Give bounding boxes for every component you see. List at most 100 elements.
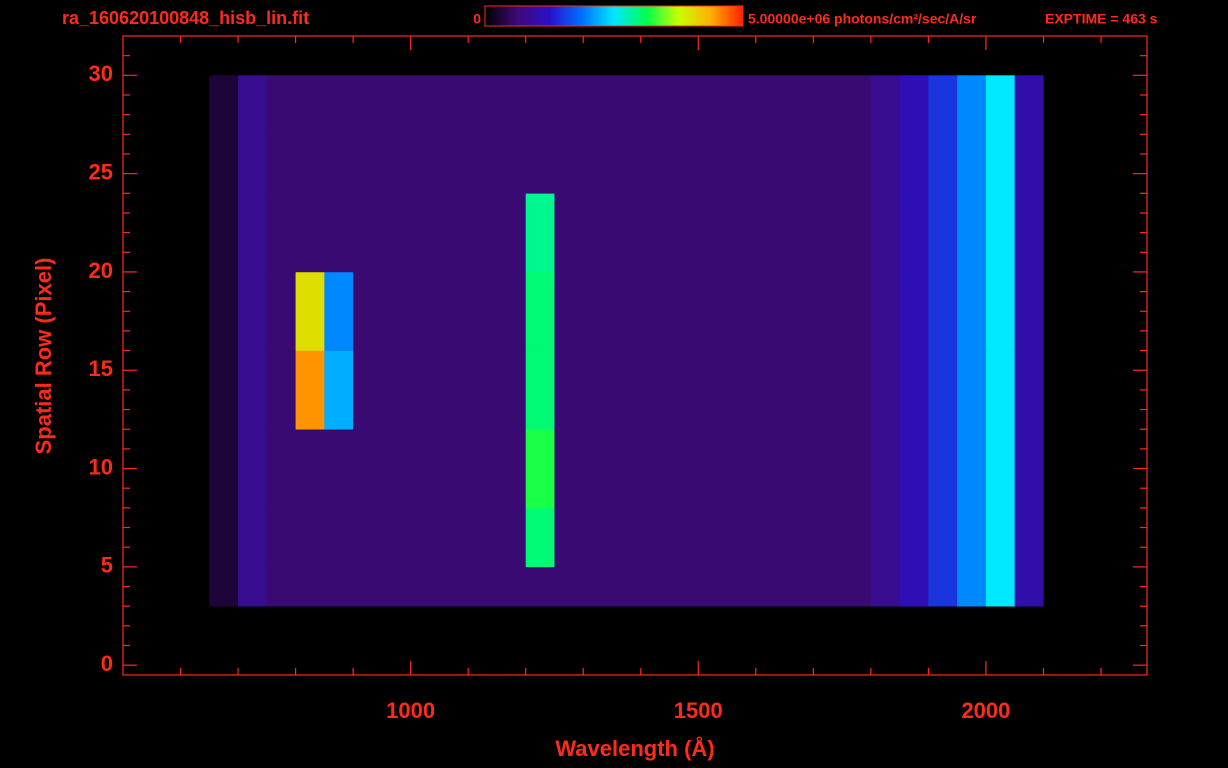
heatmap-cell bbox=[525, 566, 555, 607]
colorbar-label: 0 bbox=[473, 11, 481, 27]
heatmap-cell bbox=[295, 566, 325, 607]
heatmap-cell bbox=[784, 429, 814, 509]
heatmap-cell bbox=[870, 75, 900, 135]
heatmap-cell bbox=[755, 566, 785, 607]
heatmap-cell bbox=[554, 134, 584, 194]
heatmap-cell bbox=[928, 350, 958, 430]
heatmap-cell bbox=[899, 507, 929, 568]
heatmap-cell bbox=[985, 134, 1015, 194]
heatmap-cell bbox=[640, 193, 670, 273]
heatmap-cell bbox=[583, 134, 613, 194]
heatmap-cell bbox=[640, 429, 670, 509]
heatmap-cell bbox=[353, 134, 383, 194]
heatmap-cell bbox=[266, 566, 296, 607]
heatmap-cell bbox=[669, 350, 699, 430]
heatmap-cell bbox=[410, 75, 440, 135]
heatmap-cell bbox=[957, 429, 987, 509]
heatmap-cell bbox=[698, 193, 728, 273]
heatmap-cell bbox=[353, 566, 383, 607]
heatmap-cell bbox=[439, 566, 469, 607]
heatmap-cell bbox=[583, 350, 613, 430]
heatmap-cell bbox=[813, 134, 843, 194]
heatmap-cell bbox=[266, 193, 296, 273]
heatmap-cell bbox=[496, 429, 526, 509]
heatmap-cell bbox=[870, 429, 900, 509]
heatmap-cell bbox=[928, 134, 958, 194]
heatmap-cell bbox=[410, 271, 440, 351]
heatmap-cell bbox=[238, 566, 268, 607]
heatmap-cell bbox=[640, 566, 670, 607]
heatmap-cell bbox=[266, 134, 296, 194]
heatmap-cell bbox=[238, 507, 268, 568]
colorbar bbox=[484, 5, 744, 27]
heatmap-cell bbox=[468, 271, 498, 351]
heatmap-cell bbox=[583, 75, 613, 135]
heatmap-cell bbox=[496, 507, 526, 568]
heatmap-cell bbox=[985, 271, 1015, 351]
heatmap-cell bbox=[727, 350, 757, 430]
heatmap-cell bbox=[870, 350, 900, 430]
heatmap-cell bbox=[899, 271, 929, 351]
heatmap-cell bbox=[1014, 271, 1044, 351]
heatmap-cell bbox=[353, 75, 383, 135]
heatmap-cell bbox=[611, 507, 642, 568]
heatmap-cell bbox=[784, 507, 814, 568]
heatmap-cell bbox=[525, 271, 555, 351]
heatmap-cell bbox=[727, 429, 757, 509]
heatmap-cell bbox=[784, 134, 814, 194]
heatmap-cell bbox=[698, 429, 728, 509]
heatmap-cell bbox=[928, 75, 958, 135]
heatmap-cell bbox=[899, 350, 929, 430]
heatmap-cell bbox=[640, 134, 670, 194]
heatmap-cell bbox=[870, 193, 900, 273]
heatmap-cell bbox=[669, 193, 699, 273]
heatmap-cell bbox=[611, 193, 642, 273]
heatmap-cell bbox=[583, 271, 613, 351]
heatmap-cell bbox=[410, 507, 440, 568]
heatmap-cell bbox=[381, 193, 411, 273]
heatmap-cell bbox=[324, 193, 354, 273]
heatmap-cell bbox=[266, 507, 296, 568]
y-tick-label: 25 bbox=[89, 159, 113, 184]
heatmap-cell bbox=[640, 507, 670, 568]
heatmap-cell bbox=[410, 350, 440, 430]
heatmap-cell bbox=[957, 350, 987, 430]
heatmap-cell bbox=[842, 193, 872, 273]
heatmap-cell bbox=[353, 429, 383, 509]
heatmap-cell bbox=[813, 429, 843, 509]
heatmap-cell bbox=[899, 429, 929, 509]
heatmap-cell bbox=[755, 429, 785, 509]
heatmap-cell bbox=[755, 75, 785, 135]
heatmap-cell bbox=[813, 75, 843, 135]
heatmap-cell bbox=[468, 193, 498, 273]
heatmap-cell bbox=[295, 193, 325, 273]
heatmap-cell bbox=[496, 566, 526, 607]
heatmap-cell bbox=[209, 75, 239, 135]
heatmap-cell bbox=[554, 566, 584, 607]
heatmap-cell bbox=[295, 271, 325, 351]
heatmap-cell bbox=[957, 566, 987, 607]
heatmap-cell bbox=[554, 271, 584, 351]
heatmap-cell bbox=[985, 429, 1015, 509]
heatmap-cell bbox=[870, 271, 900, 351]
heatmap-cell bbox=[324, 134, 354, 194]
heatmap-cell bbox=[928, 507, 958, 568]
heatmap-cell bbox=[1014, 134, 1044, 194]
heatmap-cell bbox=[439, 134, 469, 194]
heatmap-cell bbox=[1014, 75, 1044, 135]
plot-frame bbox=[122, 35, 1148, 676]
y-axis-label: Spatial Row (Pixel) bbox=[31, 258, 56, 455]
y-tick-label: 10 bbox=[89, 454, 113, 479]
heatmap-cell bbox=[496, 271, 526, 351]
heatmap-cell bbox=[266, 271, 296, 351]
heatmap-cell bbox=[439, 193, 469, 273]
heatmap-cell bbox=[870, 566, 900, 607]
heatmap-cell bbox=[755, 271, 785, 351]
heatmap-cell bbox=[640, 350, 670, 430]
heatmap-cell bbox=[813, 350, 843, 430]
heatmap-cell bbox=[381, 134, 411, 194]
heatmap-cell bbox=[813, 566, 843, 607]
heatmap-cell bbox=[784, 566, 814, 607]
heatmap-cell bbox=[238, 75, 268, 135]
heatmap-cell bbox=[985, 193, 1015, 273]
